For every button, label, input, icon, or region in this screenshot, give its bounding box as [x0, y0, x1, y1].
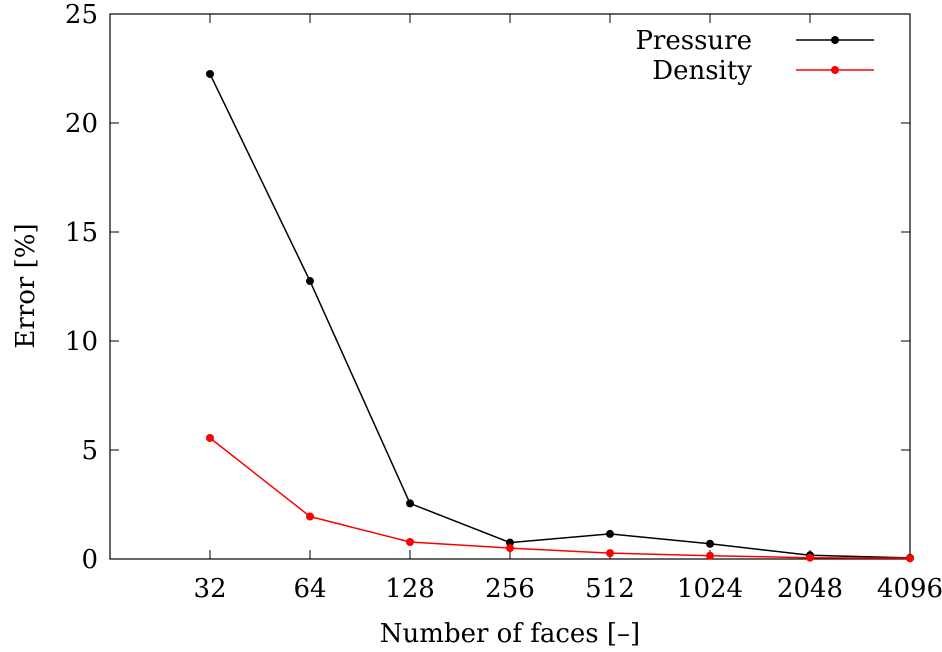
x-tick-label: 256 [485, 574, 535, 604]
y-tick-label: 0 [81, 545, 98, 575]
series-layer [206, 69, 914, 563]
x-tick-label: 512 [585, 574, 635, 604]
density-data-point [806, 553, 814, 562]
pressure-series-line [209, 73, 911, 559]
pressure-data-point [606, 529, 614, 538]
legend-marker-density [831, 66, 839, 74]
x-tick-label: 4096 [877, 574, 942, 604]
pressure-data-point [206, 69, 214, 78]
x-axis-label: Number of faces [–] [380, 619, 640, 649]
density-series-line [209, 437, 911, 560]
y-tick-label: 10 [65, 327, 98, 357]
pressure-data-point [706, 539, 714, 548]
density-data-point [906, 554, 914, 563]
y-tick-label: 15 [65, 218, 98, 248]
legend-label-density: Density [652, 56, 752, 86]
legend-marker-pressure [831, 36, 839, 44]
x-tick-label: 1024 [677, 574, 743, 604]
y-tick-label: 20 [65, 109, 98, 139]
y-axis-label: Error [%] [11, 223, 41, 348]
x-tick-label: 2048 [777, 574, 843, 604]
y-axis: 0 5 10 15 20 25 [65, 0, 910, 575]
x-tick-label: 64 [293, 574, 326, 604]
y-tick-label: 25 [65, 0, 98, 30]
x-tick-label: 32 [193, 574, 226, 604]
density-data-point [606, 549, 614, 558]
legend-label-pressure: Pressure [635, 26, 752, 56]
density-data-point [506, 544, 514, 553]
density-data-point [706, 551, 714, 560]
pressure-data-point [306, 277, 314, 286]
x-axis: 32 64 128 256 512 1024 2048 4096 [193, 14, 942, 604]
x-tick-label: 128 [385, 574, 435, 604]
density-data-point [306, 512, 314, 521]
pressure-data-point [406, 499, 414, 508]
density-data-point [406, 537, 414, 546]
plot-frame [109, 13, 911, 560]
density-data-point [206, 434, 214, 443]
y-tick-label: 5 [81, 436, 98, 466]
